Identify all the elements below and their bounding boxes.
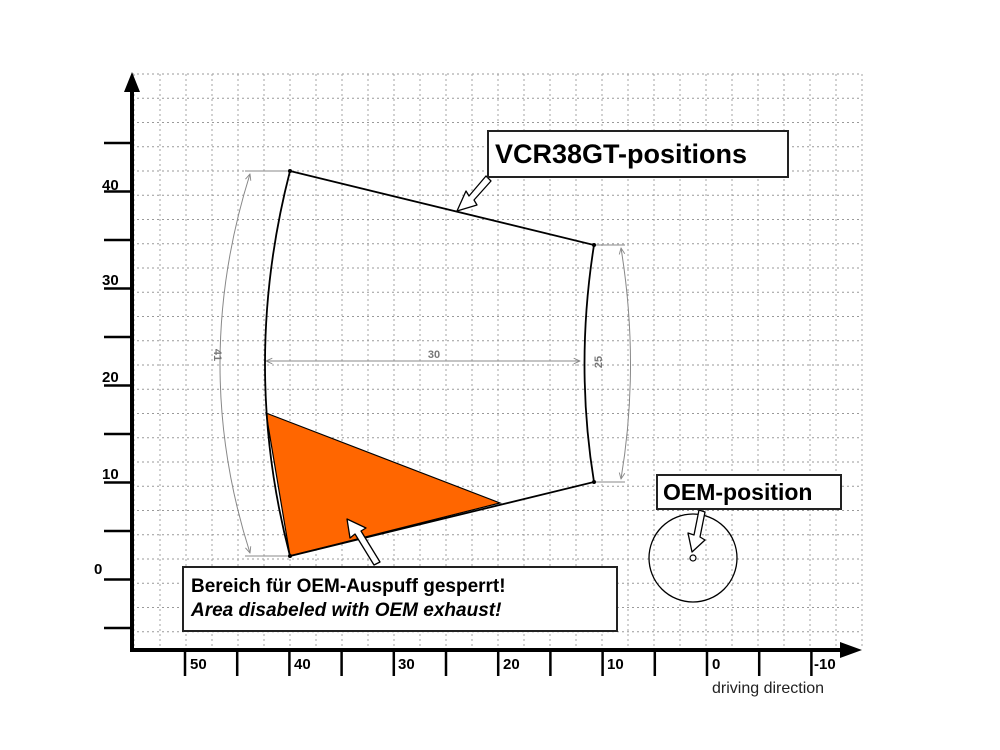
vcr-callout-arrow-icon [456, 175, 492, 212]
dim-label-right-arc: 25 [593, 356, 605, 368]
x-tick-label: 20 [503, 656, 520, 673]
area-callout-arrow-icon [346, 518, 381, 566]
x-axis-caption: driving direction [712, 680, 824, 697]
axes [104, 72, 862, 676]
y-tick-label: 10 [102, 466, 119, 483]
x-tick-label: 10 [607, 656, 624, 673]
oem-position-point [689, 554, 697, 562]
x-tick-label: -10 [814, 656, 836, 673]
y-tick-label: 20 [102, 369, 119, 386]
dimension-lines [219, 170, 631, 557]
corner-point [592, 480, 596, 484]
vcr-corner-points [288, 169, 596, 558]
corner-point [288, 554, 292, 558]
restricted-area-label-en: Area disabeled with OEM exhaust! [191, 600, 502, 621]
dim-left-arc [219, 174, 250, 553]
oem-callout-arrow-icon [687, 509, 706, 553]
y-tick-label: 40 [102, 177, 119, 194]
x-axis-ticks [183, 650, 813, 676]
oem-position-callout: OEM-position [656, 474, 842, 510]
x-tick-label: 50 [190, 656, 207, 673]
dim-right-arc [621, 248, 631, 479]
y-tick-label: 0 [94, 561, 102, 578]
y-axis-arrow-icon [124, 72, 140, 92]
x-axis-arrow-icon [840, 642, 862, 658]
y-axis-ticks [104, 141, 132, 630]
vcr-positions-callout: VCR38GT-positions [487, 130, 789, 178]
x-tick-labels: 50 40 30 20 10 0 -10 [190, 656, 836, 673]
oem-position-label: OEM-position [663, 479, 813, 505]
x-tick-label: 0 [712, 656, 720, 673]
restricted-area-callout: Bereich für OEM-Auspuff gesperrt! Area d… [182, 566, 618, 632]
corner-point [288, 169, 292, 173]
corner-point [592, 243, 596, 247]
oem-position-circle [648, 513, 738, 603]
dim-label-left-arc: 41 [211, 349, 223, 361]
x-tick-label: 40 [294, 656, 311, 673]
dim-label-width: 30 [428, 349, 440, 361]
restricted-area-label-de: Bereich für OEM-Auspuff gesperrt! [191, 576, 506, 597]
y-tick-labels: 0 10 20 30 40 [94, 177, 119, 578]
restricted-area [265, 412, 502, 557]
x-tick-label: 30 [398, 656, 415, 673]
y-tick-label: 30 [102, 272, 119, 289]
vcr-positions-label: VCR38GT-positions [495, 139, 748, 169]
